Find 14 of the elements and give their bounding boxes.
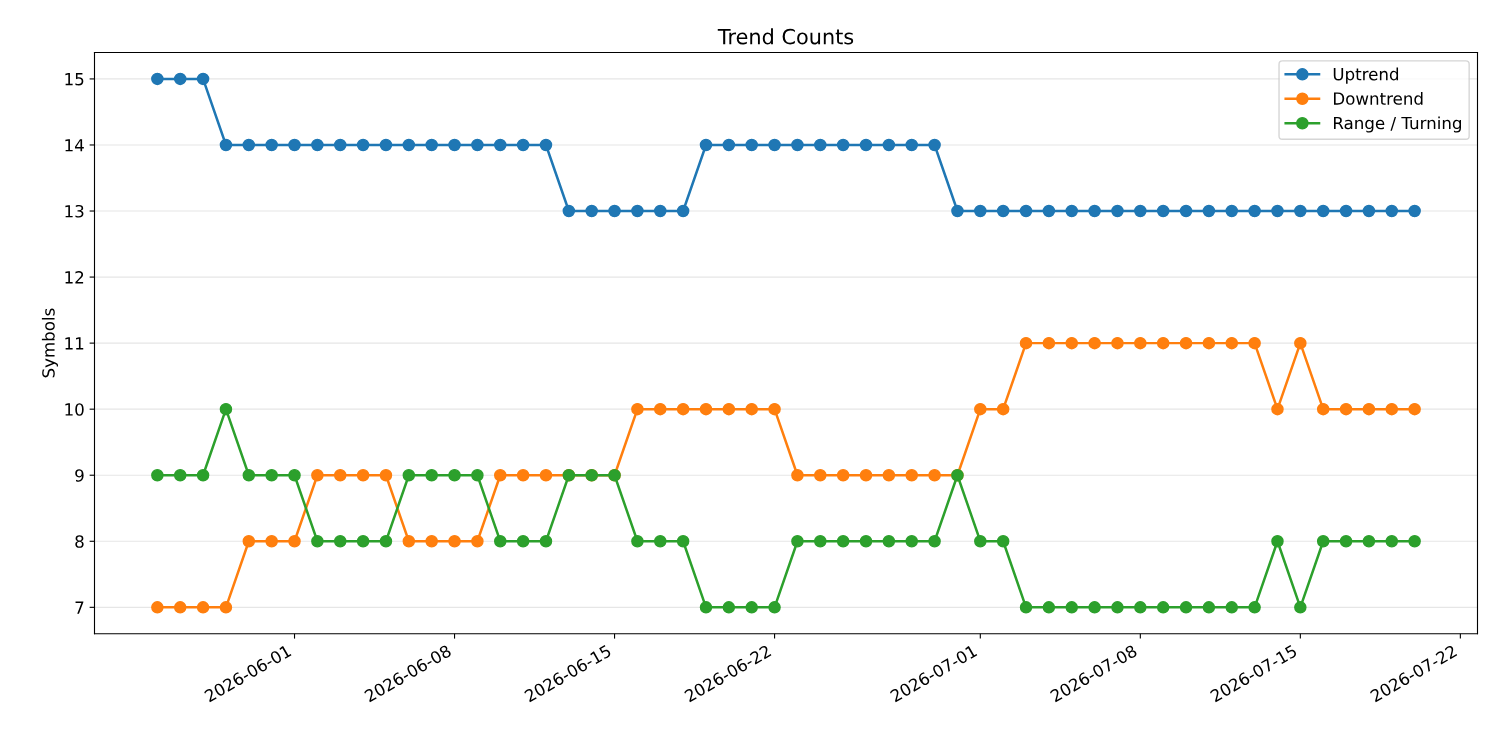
- y-tick-label: 14: [65, 139, 84, 152]
- y-tick-label: 9: [75, 469, 84, 482]
- legend-label: Downtrend: [1333, 91, 1423, 105]
- chart-title: Trend Counts: [717, 28, 854, 45]
- legend-label: Range / Turning: [1333, 116, 1461, 133]
- y-tick-label: 7: [75, 601, 84, 614]
- y-tick-label: 11: [65, 337, 84, 350]
- y-tick-label: 12: [65, 271, 84, 284]
- legend-label: Uptrend: [1333, 67, 1399, 84]
- y-tick-label: 8: [75, 535, 84, 548]
- y-tick-label: 10: [65, 403, 84, 416]
- y-tick-label: 15: [65, 73, 84, 86]
- y-axis-title: Symbols: [41, 308, 59, 378]
- y-tick-label: 13: [65, 204, 84, 218]
